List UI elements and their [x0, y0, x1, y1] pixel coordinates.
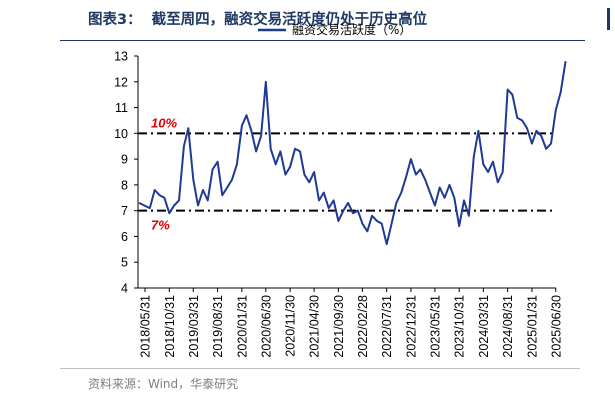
y-tick-label: 12	[114, 75, 128, 89]
y-tick-label: 13	[114, 50, 128, 64]
source-note: 资料来源：Wind，华泰研究	[88, 377, 239, 391]
x-tick-label: 2022/02/28	[356, 295, 370, 358]
reference-label: 10%	[151, 115, 177, 130]
y-tick-label: 11	[115, 101, 128, 115]
y-tick-label: 8	[121, 178, 128, 192]
x-tick-label: 2024/03/31	[477, 295, 491, 358]
x-tick-label: 2019/03/31	[187, 295, 201, 358]
y-tick-label: 7	[121, 204, 128, 218]
axis-layer: 4 5 6 7 8 9 10 11 12 13 2018/05/31 2018/10/31 2019/0…	[114, 50, 563, 358]
figure-title-text: 截至周四，融资交易活跃度仍处于历史高位	[151, 12, 428, 28]
footer-rule	[60, 368, 580, 369]
edge-mark	[607, 8, 610, 30]
figure-number: 图表3：	[88, 12, 142, 28]
x-tick-label: 2024/08/31	[501, 295, 515, 358]
reference-lines: 10% 7%	[138, 115, 556, 233]
x-tick-label: 2023/10/31	[453, 295, 467, 358]
y-tick-label: 4	[121, 282, 128, 296]
x-tick-label: 2025/06/30	[549, 295, 563, 358]
legend: 融资交易活跃度（%）	[258, 22, 411, 37]
x-tick-label: 2018/10/31	[163, 295, 177, 358]
series-line	[138, 61, 567, 246]
x-tick-label: 2020/01/31	[235, 295, 249, 358]
series-layer	[138, 61, 567, 246]
x-tick-label: 2018/05/31	[139, 295, 153, 358]
y-tick-label: 6	[121, 230, 128, 244]
x-tick-label: 2021/09/30	[332, 295, 346, 358]
x-tick-label: 2022/07/31	[380, 295, 394, 358]
figure-title: 图表3： 截至周四，融资交易活跃度仍处于历史高位	[88, 8, 437, 29]
x-tick-label: 2023/05/31	[428, 295, 442, 358]
header-rule	[60, 40, 585, 41]
legend-label: 融资交易活跃度（%）	[292, 22, 411, 37]
y-tick-label: 9	[121, 153, 128, 167]
x-tick-label: 2020/06/30	[259, 295, 273, 358]
x-tick-label: 2019/08/31	[211, 295, 225, 358]
x-tick-label: 2020/11/30	[284, 295, 298, 357]
x-tick-label: 2022/12/31	[404, 295, 418, 358]
y-tick-label: 10	[114, 127, 128, 141]
x-tick-label: 2021/04/30	[308, 295, 322, 358]
reference-label: 7%	[151, 218, 170, 233]
y-tick-label: 5	[121, 256, 128, 270]
x-tick-label: 2025/01/31	[525, 295, 539, 358]
